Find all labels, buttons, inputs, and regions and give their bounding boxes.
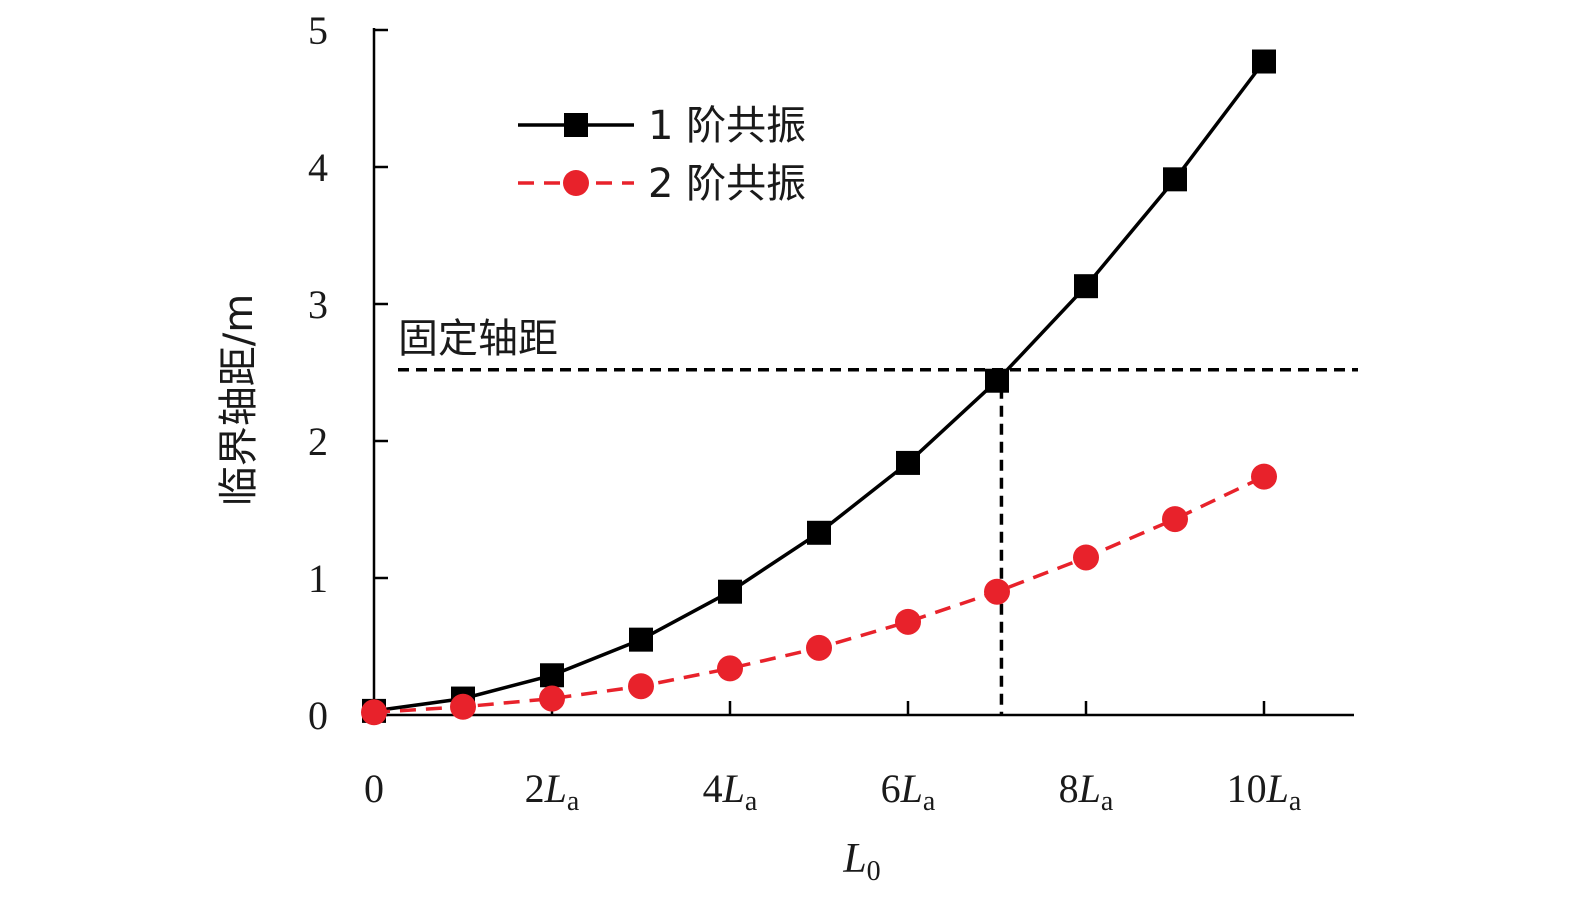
series-2-point [361,699,387,726]
y-tick-label: 5 [308,8,328,53]
series-2-point [806,634,832,661]
series-2-point [1251,463,1277,490]
series-2-point [717,655,743,682]
series-1-point [718,579,742,604]
series-2-point [984,578,1010,605]
legend-marker-1 [564,113,588,137]
x-tick-label: 6La [881,766,936,817]
x-tick-label: 10La [1227,766,1302,817]
legend: 1 阶共振 2 阶共振 [518,103,806,207]
y-tick-label: 3 [308,282,328,327]
series-line-1 [373,60,1266,713]
series-2-point [1162,506,1188,533]
x-tick-label: 2La [525,766,580,817]
series-1-point [540,663,564,688]
axis-labels: 临界轴距/m L0 [216,294,881,887]
axes: 0 1 2 3 4 5 0 2La 4La 6La 8La 10La [308,8,1354,817]
series-2-point [1073,544,1099,571]
x-tick-label: 0 [364,766,384,811]
series-1-point [896,450,920,475]
series-1-point [1074,274,1098,299]
series-2-point [450,693,476,720]
series-1-point [807,520,831,545]
x-tick-label: 8La [1059,766,1114,817]
reference-lines: 固定轴距 [398,316,1358,715]
series-1-point [1163,167,1187,192]
legend-label-1: 1 阶共振 [648,103,806,149]
series-1-point [985,368,1009,393]
y-tick-label: 2 [308,419,328,464]
series-2-point [895,608,921,635]
series-2-point [628,673,654,700]
series-1-point [1252,49,1276,74]
reference-line-label: 固定轴距 [398,316,558,362]
x-tick-label: 4La [703,766,758,817]
series-2-point [539,685,565,712]
y-tick-label: 4 [308,145,328,190]
series-line-2 [373,475,1265,715]
series-group [361,49,1277,726]
y-tick-label: 1 [308,556,328,601]
legend-label-2: 2 阶共振 [648,161,806,207]
y-tick-label: 0 [308,693,328,738]
x-axis-label: L0 [842,836,880,887]
series-1-point [629,627,653,652]
y-axis-label: 临界轴距/m [216,294,262,506]
legend-marker-2 [563,170,589,196]
